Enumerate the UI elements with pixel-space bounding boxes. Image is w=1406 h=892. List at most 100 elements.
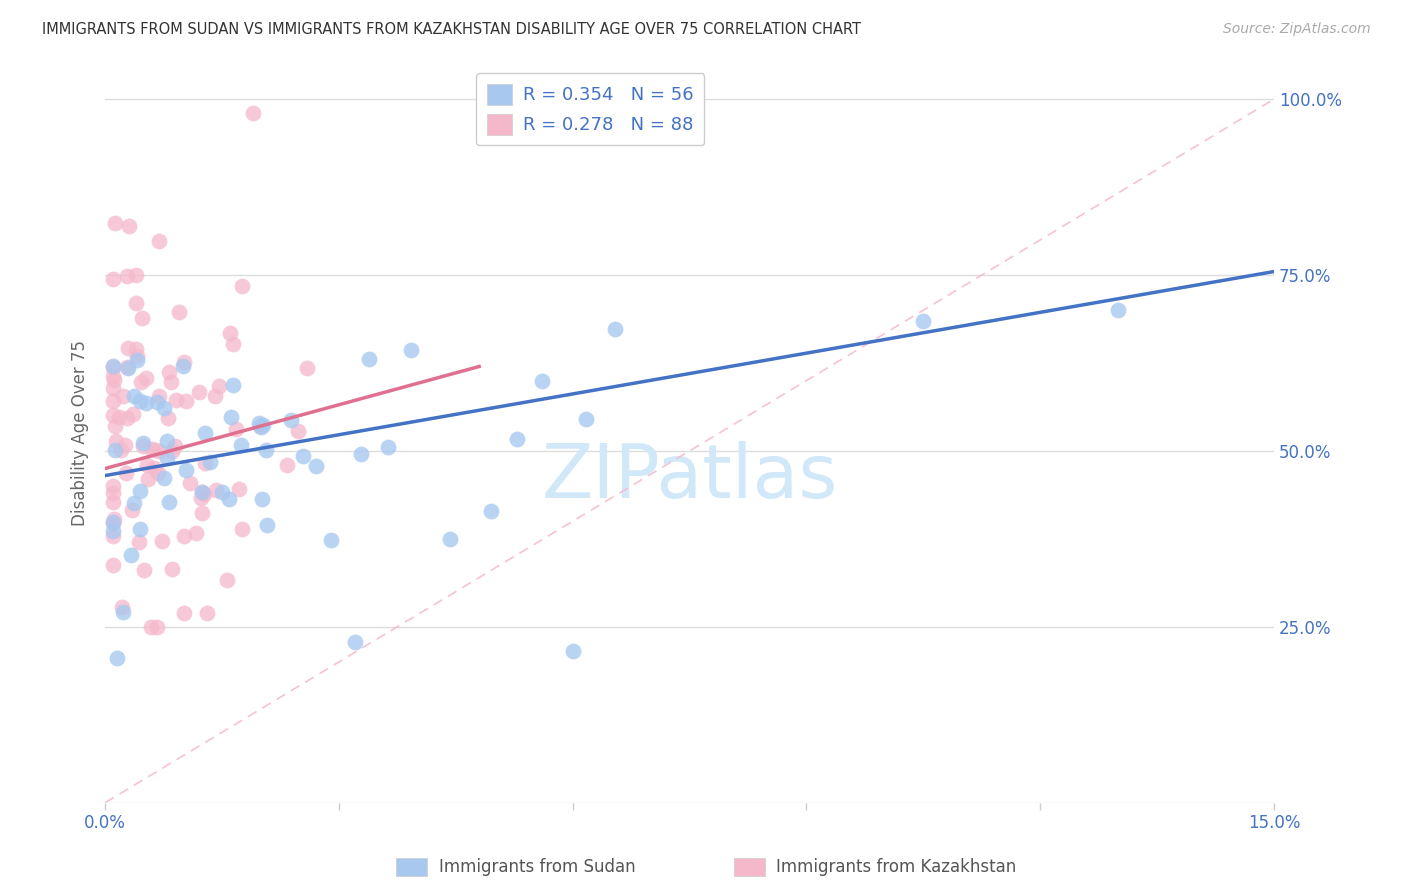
Point xyxy=(231,523,253,537)
Point xyxy=(101,381,124,395)
Point xyxy=(208,378,231,392)
Point xyxy=(132,439,155,453)
Point xyxy=(187,384,209,399)
Point xyxy=(165,439,187,453)
Point xyxy=(143,443,166,458)
Point xyxy=(156,451,179,466)
Point xyxy=(228,482,250,496)
Text: ZIPatlas: ZIPatlas xyxy=(541,442,838,514)
Point xyxy=(174,462,197,476)
Point xyxy=(194,456,217,470)
Point xyxy=(108,410,131,425)
Point xyxy=(531,374,554,388)
Point xyxy=(319,533,342,548)
Point xyxy=(291,450,314,464)
Point xyxy=(179,475,201,490)
Point xyxy=(153,401,176,415)
Point xyxy=(111,389,134,403)
Point xyxy=(104,419,127,434)
Point xyxy=(117,360,139,375)
Point xyxy=(561,644,583,658)
Text: Immigrants from Kazakhstan: Immigrants from Kazakhstan xyxy=(776,858,1017,876)
Point xyxy=(157,494,180,508)
Point xyxy=(165,393,187,408)
Point xyxy=(101,359,124,374)
Point xyxy=(280,413,302,427)
Point xyxy=(101,479,124,493)
Point xyxy=(143,461,166,475)
Point xyxy=(101,516,124,531)
Point xyxy=(295,361,318,376)
Point xyxy=(173,606,195,620)
Point xyxy=(101,515,124,529)
Point xyxy=(128,522,150,536)
Point xyxy=(129,376,152,390)
Point xyxy=(101,393,124,408)
Point xyxy=(222,377,245,392)
Point xyxy=(111,600,134,615)
Point xyxy=(132,436,155,450)
Point xyxy=(101,558,124,572)
Point xyxy=(377,440,399,454)
Point xyxy=(305,458,328,473)
Point xyxy=(157,365,180,379)
Point xyxy=(148,444,170,458)
Point xyxy=(114,438,136,452)
Point xyxy=(350,447,373,461)
Point xyxy=(575,412,598,426)
Point xyxy=(117,219,139,233)
Point xyxy=(136,472,159,486)
Point xyxy=(211,484,233,499)
Point xyxy=(256,518,278,533)
Point xyxy=(231,279,253,293)
Point xyxy=(146,466,169,480)
Point xyxy=(217,573,239,587)
Point xyxy=(222,337,245,351)
Point xyxy=(174,394,197,409)
Point xyxy=(198,455,221,469)
Point xyxy=(129,484,152,499)
Point xyxy=(250,420,273,434)
Point xyxy=(131,310,153,325)
Point xyxy=(104,216,127,230)
Point xyxy=(148,389,170,403)
Point xyxy=(401,343,423,357)
Point xyxy=(287,424,309,438)
Point xyxy=(121,407,143,421)
Point xyxy=(125,268,148,282)
Point xyxy=(111,605,134,619)
Point xyxy=(101,272,124,286)
Point xyxy=(141,442,163,456)
Point xyxy=(173,529,195,543)
Point xyxy=(125,349,148,363)
Point xyxy=(115,411,138,425)
Point xyxy=(103,511,125,525)
Point xyxy=(218,326,240,340)
Point xyxy=(145,620,167,634)
Point xyxy=(124,389,146,403)
Point xyxy=(101,486,124,500)
Point xyxy=(110,442,132,457)
Point xyxy=(145,395,167,409)
Point xyxy=(242,106,264,120)
Point xyxy=(124,496,146,510)
Point xyxy=(157,411,180,425)
Point xyxy=(153,471,176,485)
Legend: R = 0.354   N = 56, R = 0.278   N = 88: R = 0.354 N = 56, R = 0.278 N = 88 xyxy=(477,73,704,145)
Point xyxy=(135,396,157,410)
Point xyxy=(101,368,124,383)
Point xyxy=(193,487,215,501)
Text: Immigrants from Sudan: Immigrants from Sudan xyxy=(439,858,636,876)
Point xyxy=(225,421,247,435)
Point xyxy=(343,635,366,649)
Point xyxy=(115,360,138,375)
Point xyxy=(121,503,143,517)
Point xyxy=(135,458,157,472)
Point xyxy=(194,425,217,440)
Point xyxy=(125,296,148,310)
Point xyxy=(103,359,125,373)
Point xyxy=(103,373,125,387)
Point xyxy=(135,371,157,385)
Point xyxy=(148,234,170,248)
Point xyxy=(156,434,179,449)
